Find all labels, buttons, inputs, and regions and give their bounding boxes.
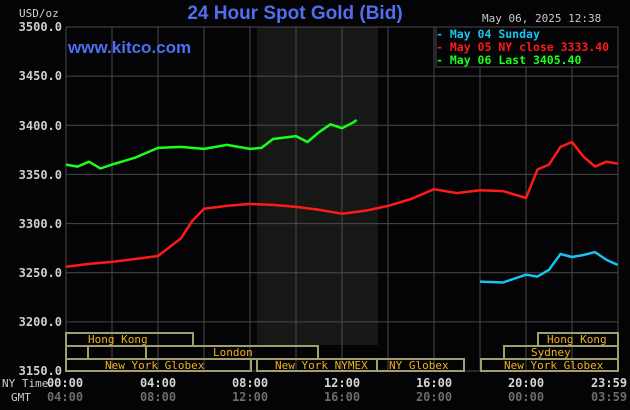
x-tick-ny: 08:00 <box>231 376 269 390</box>
gridlines <box>65 26 619 372</box>
session-ny-globex-3-bar <box>480 358 619 372</box>
session-pre-bar <box>65 345 89 360</box>
session-label: Hong Kong <box>88 333 148 346</box>
legend-label: May 06 Last 3405.40 <box>449 53 582 67</box>
x-tick-gmt: 03:59 <box>590 390 628 404</box>
legend-item-may06: - May 06 Last 3405.40 <box>436 53 582 67</box>
session-hong-kong-bar <box>65 332 194 347</box>
session-ny-globex-bar <box>65 358 252 372</box>
chart-title: 24 Hour Spot Gold (Bid) <box>0 3 630 25</box>
y-tick: 3250.0 <box>18 266 62 280</box>
chart-title-text: 24 Hour Spot Gold (Bid) <box>187 3 403 24</box>
chart-datetime: May 06, 2025 12:38 <box>482 12 602 25</box>
y-tick: 3150.0 <box>18 364 62 378</box>
x-tick-gmt: 00:00 <box>507 390 545 404</box>
x-tick-gmt: 04:00 <box>46 390 84 404</box>
trading-sessions <box>65 332 619 372</box>
x-axis-ny-label: NY Time <box>2 377 49 390</box>
y-tick: 3400.0 <box>18 119 62 133</box>
y-tick: 3200.0 <box>18 315 62 329</box>
legend-box <box>435 26 619 68</box>
session-label: New York NYMEX <box>275 359 368 372</box>
series-line <box>479 250 619 284</box>
x-tick-ny: 23:59 <box>590 376 628 390</box>
session-label: Sydney <box>531 346 571 359</box>
session-label: London <box>213 346 253 359</box>
series-line <box>65 140 618 269</box>
y-tick: 3350.0 <box>18 168 62 182</box>
legend-label: May 04 Sunday <box>449 27 540 41</box>
legend-label: May 05 NY close 3333.40 <box>449 40 610 54</box>
x-tick-gmt: 20:00 <box>415 390 453 404</box>
y-tick: 3300.0 <box>18 217 62 231</box>
series-line <box>65 118 358 170</box>
price-series <box>65 118 619 284</box>
x-tick-ny: 16:00 <box>415 376 453 390</box>
legend-item-may04: - May 04 Sunday <box>436 27 540 41</box>
x-tick-gmt: 16:00 <box>323 390 361 404</box>
x-tick-ny: 04:00 <box>139 376 177 390</box>
legend-item-may05: - May 05 NY close 3333.40 <box>436 40 610 54</box>
x-axis-gmt-label: GMT <box>11 391 31 404</box>
y-tick: 3450.0 <box>18 69 62 83</box>
legend: - May 04 Sunday - May 05 NY close 3333.4… <box>436 28 609 67</box>
x-tick-ny: 00:00 <box>46 376 84 390</box>
session-label: Hong Kong <box>547 333 607 346</box>
x-tick-gmt: 08:00 <box>139 390 177 404</box>
site-url: www.kitco.com <box>68 38 192 57</box>
session-ny-globex-2-bar <box>376 358 465 372</box>
session-label: NY Globex <box>389 359 449 372</box>
y-tick: 3500.0 <box>18 20 62 34</box>
session-label: New York Globex <box>105 359 205 372</box>
session-label: New York Globex <box>504 359 604 372</box>
nymex-shaded-region <box>257 27 378 345</box>
x-tick-gmt: 12:00 <box>231 390 269 404</box>
x-tick-ny: 20:00 <box>507 376 545 390</box>
x-tick-ny: 12:00 <box>323 376 361 390</box>
y-axis-unit: USD/oz <box>19 7 59 20</box>
